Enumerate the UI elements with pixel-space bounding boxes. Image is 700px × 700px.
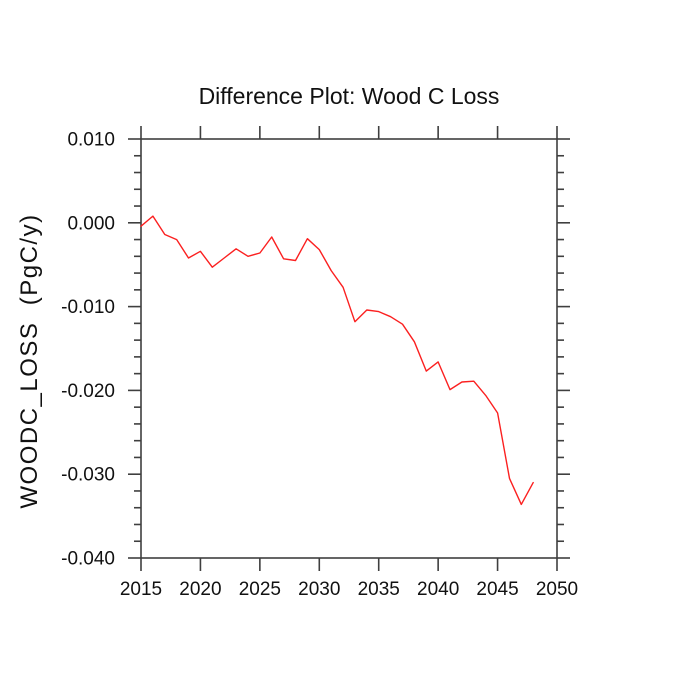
y-tick-labels: 0.010 0.000 -0.010 -0.020 -0.030 -0.040 <box>61 130 115 570</box>
y-tick-label: -0.040 <box>61 549 115 570</box>
x-tick-label: 2050 <box>536 579 578 600</box>
y-tick-label: 0.000 <box>67 213 115 234</box>
tick-marks <box>128 126 570 571</box>
x-tick-label: 2035 <box>358 579 400 600</box>
y-tick-label: -0.030 <box>61 465 115 486</box>
plot-frame <box>140 138 558 559</box>
chart-title: Difference Plot: Wood C Loss <box>198 83 500 109</box>
x-tick-label: 2025 <box>239 579 281 600</box>
x-tick-label: 2030 <box>298 579 340 600</box>
y-tick-label: 0.010 <box>67 130 115 151</box>
x-tick-label: 2045 <box>476 579 518 600</box>
x-tick-labels: 2015 2020 2025 2030 2035 2040 2045 2050 <box>120 579 578 600</box>
legend: Myccost_ISSP585Clm50BgcCrop_kparams - My… <box>0 620 700 660</box>
x-tick-label: 2040 <box>417 579 459 600</box>
y-tick-label: -0.020 <box>61 381 115 402</box>
difference-line-series <box>140 215 534 506</box>
x-tick-label: 2015 <box>120 579 162 600</box>
x-tick-label: 2020 <box>179 579 221 600</box>
y-tick-label: -0.010 <box>61 297 115 318</box>
